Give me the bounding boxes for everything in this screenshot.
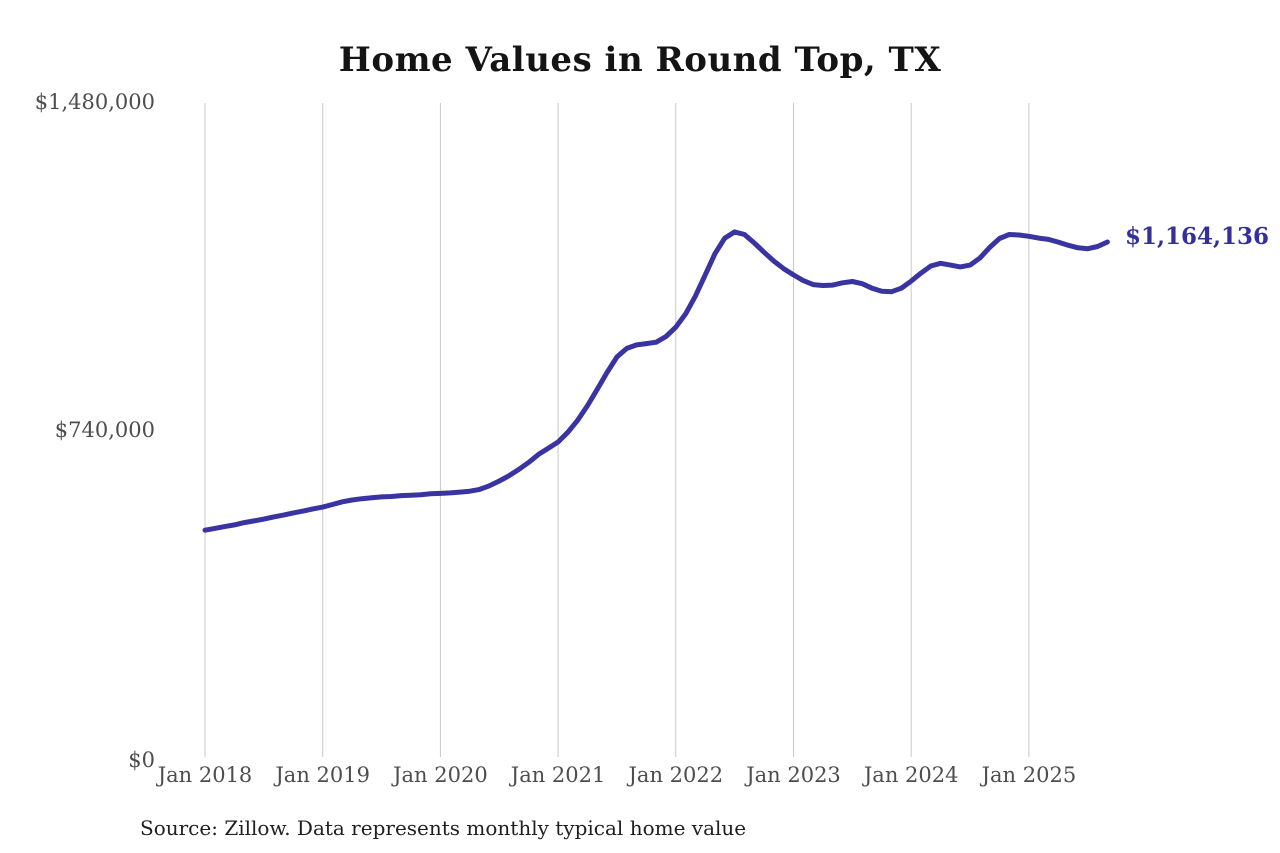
- source-note: Source: Zillow. Data represents monthly …: [140, 816, 747, 840]
- x-axis-label: Jan 2023: [746, 763, 841, 787]
- x-axis-label: Jan 2022: [628, 763, 724, 787]
- chart-title: Home Values in Round Top, TX: [338, 40, 942, 80]
- x-axis-label: Jan 2024: [863, 763, 959, 787]
- home-value-line: [202, 229, 1110, 533]
- x-axis-label: Jan 2020: [393, 763, 488, 787]
- x-axis-label: Jan 2018: [157, 763, 253, 787]
- y-axis-label-zero: $0: [128, 748, 155, 772]
- x-axis-label: Jan 2019: [275, 763, 370, 787]
- latest-value-label: $1,164,136: [1125, 223, 1270, 250]
- x-axis-label: Jan 2021: [510, 763, 606, 787]
- y-axis-label-mid: $740,000: [54, 418, 155, 442]
- y-axis-label-max: $1,480,000: [34, 90, 155, 114]
- x-axis-label: Jan 2025: [981, 763, 1077, 787]
